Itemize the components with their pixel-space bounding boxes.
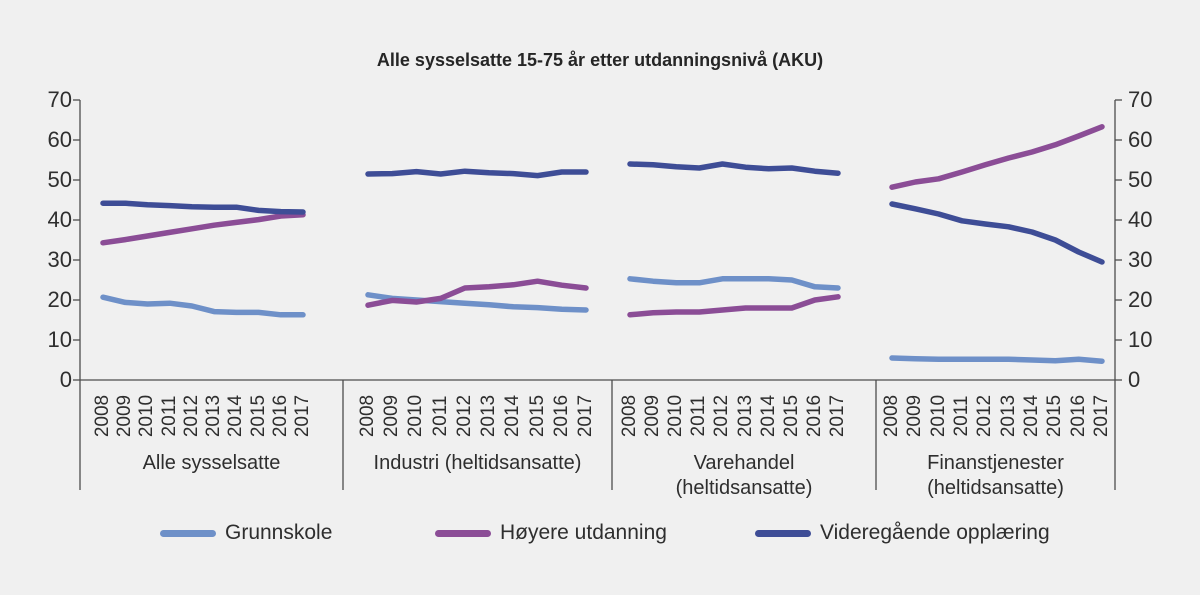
legend-swatch-hoyere-utdanning-icon [435,529,491,537]
x-tick-label-year: 2016 [550,394,572,438]
x-tick-label-year: 2014 [1021,394,1042,438]
x-tick-label-year: 2010 [665,394,687,438]
y-axis-tick-label: 0 [59,367,72,392]
legend-label-grunnskole: Grunnskole [225,521,333,544]
x-tick-label-year: 2014 [757,394,779,438]
panel-caption-3: Varehandel (heltidsansatte) [612,451,876,501]
x-tick-label-year: 2017 [575,394,596,438]
y-axis-tick-label: 0 [1128,367,1141,392]
y-axis-tick-label: 30 [1128,247,1153,272]
x-tick-label-year: 2012 [453,394,475,438]
y-axis-tick-label: 20 [1128,287,1153,312]
panel-caption-line: (heltidsansatte) [675,477,813,499]
panel-caption-1: Alle sysselsatte [80,451,343,476]
panel-caption-4: Finanstjenester (heltidsansatte) [876,451,1115,501]
x-tick-label-year: 2008 [357,394,378,438]
series-line-hoyere-utdanning-panel-3 [627,294,841,318]
y-axis-tick-label: 20 [47,287,72,312]
x-tick-label-year: 2012 [180,394,202,438]
x-tick-label-year: 2009 [642,394,664,438]
y-axis-tick-label: 30 [47,247,72,272]
x-tick-label-year: 2013 [478,394,500,438]
legend-item-videregaende-opplaering: Videregående opplæring [755,520,1050,546]
x-tick-label-year: 2008 [92,394,113,438]
x-tick-label-year: 2011 [688,395,710,437]
y-axis-tick-label: 40 [47,207,72,232]
x-tick-label-year: 2014 [225,394,247,438]
legend-swatch-grunnskole-icon [160,529,216,537]
panel-caption-line: Alle sysselsatte [142,452,281,474]
y-axis-tick-label: 10 [1128,327,1153,352]
x-tick-label-year: 2009 [114,394,136,438]
x-tick-label-year: 2015 [1044,394,1066,438]
x-tick-label-year: 2009 [381,394,403,438]
series-line-hoyere-utdanning-panel-1 [100,212,306,246]
y-axis-tick-label: 60 [1128,127,1153,152]
x-tick-label-year: 2017 [1091,394,1112,438]
y-axis-tick-label: 70 [47,87,72,112]
panel-caption-line: Industri (heltidsansatte) [373,452,582,474]
x-tick-label-year: 2017 [827,394,848,438]
x-tick-label-year: 2013 [203,394,225,438]
x-tick-label-year: 2016 [1067,394,1089,438]
x-tick-label-year: 2008 [619,394,640,438]
y-axis-tick-label: 40 [1128,207,1153,232]
legend-item-hoyere-utdanning: Høyere utdanning [435,520,667,546]
x-tick-label-year: 2017 [292,394,313,438]
x-tick-label-year: 2010 [405,394,427,438]
x-tick-label-year: 2016 [269,394,291,438]
series-line-videregaende-opplaering-panel-1 [100,200,306,215]
y-axis-tick-label: 60 [47,127,72,152]
legend-label-hoyere-utdanning: Høyere utdanning [500,521,667,544]
x-tick-label-year: 2014 [502,394,524,438]
x-tick-label-year: 2012 [974,394,996,438]
chart-title: Alle sysselsatte 15-75 år etter utdannin… [376,50,824,70]
y-axis-tick-label: 50 [47,167,72,192]
x-tick-label-year: 2008 [881,394,902,438]
legend-swatch-videregaende-opplaering-icon [755,529,811,537]
series-line-hoyere-utdanning-panel-4 [889,124,1105,190]
series-line-hoyere-utdanning-panel-2 [365,278,589,308]
y-axis-tick-label: 10 [47,327,72,352]
panel-caption-line: (heltidsansatte) [927,477,1064,499]
series-line-grunnskole-panel-4 [889,355,1105,364]
series-line-grunnskole-panel-1 [100,294,306,318]
panel-caption-2: Industri (heltidsansatte) [343,451,612,476]
x-tick-label-year: 2013 [997,394,1019,438]
x-tick-label-year: 2016 [803,394,825,438]
series-line-videregaende-opplaering-panel-2 [365,168,589,179]
series-line-videregaende-opplaering-panel-3 [627,161,841,176]
x-tick-label-year: 2015 [247,394,269,438]
y-axis-tick-label: 70 [1128,87,1153,112]
x-tick-label-year: 2011 [951,395,972,437]
x-tick-label-year: 2012 [711,394,733,438]
series-line-grunnskole-panel-3 [627,276,841,291]
x-tick-label-year: 2010 [927,394,949,438]
x-tick-label-year: 2011 [429,395,451,437]
legend-label-videregaende-opplaering: Videregående opplæring [820,521,1050,544]
y-axis-tick-label: 50 [1128,167,1153,192]
x-tick-label-year: 2013 [734,394,756,438]
panel-caption-line: Varehandel [693,452,795,474]
panel-caption-line: Finanstjenester [927,452,1064,474]
x-tick-label-year: 2011 [158,395,180,437]
x-tick-label-year: 2010 [136,394,158,438]
series-line-videregaende-opplaering-panel-4 [889,201,1105,265]
legend-item-grunnskole: Grunnskole [160,520,332,546]
x-tick-label-year: 2015 [526,394,548,438]
x-tick-label-year: 2015 [780,394,802,438]
x-tick-label-year: 2009 [904,394,926,438]
